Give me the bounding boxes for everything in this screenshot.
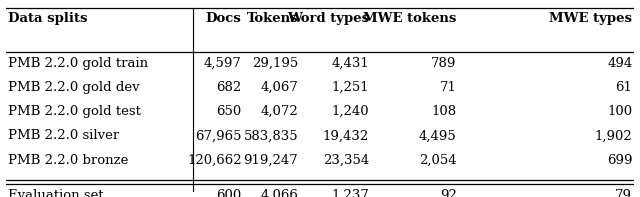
- Text: Data splits: Data splits: [8, 12, 88, 25]
- Text: 682: 682: [216, 81, 242, 94]
- Text: PMB 2.2.0 gold dev: PMB 2.2.0 gold dev: [8, 81, 140, 94]
- Text: 789: 789: [431, 57, 457, 70]
- Text: MWE tokens: MWE tokens: [364, 12, 457, 25]
- Text: 23,354: 23,354: [323, 153, 369, 166]
- Text: PMB 2.2.0 bronze: PMB 2.2.0 bronze: [8, 153, 129, 166]
- Text: 92: 92: [440, 189, 457, 197]
- Text: 1,240: 1,240: [332, 105, 369, 118]
- Text: 100: 100: [607, 105, 632, 118]
- Text: 600: 600: [216, 189, 242, 197]
- Text: 583,835: 583,835: [243, 129, 298, 142]
- Text: 4,066: 4,066: [260, 189, 298, 197]
- Text: PMB 2.2.0 gold train: PMB 2.2.0 gold train: [8, 57, 148, 70]
- Text: 71: 71: [440, 81, 457, 94]
- Text: 4,072: 4,072: [260, 105, 298, 118]
- Text: 79: 79: [615, 189, 632, 197]
- Text: 67,965: 67,965: [195, 129, 242, 142]
- Text: 919,247: 919,247: [243, 153, 298, 166]
- Text: Evaluation set: Evaluation set: [8, 189, 104, 197]
- Text: 494: 494: [607, 57, 632, 70]
- Text: 1,902: 1,902: [595, 129, 632, 142]
- Text: 108: 108: [431, 105, 457, 118]
- Text: Docs: Docs: [206, 12, 242, 25]
- Text: MWE types: MWE types: [549, 12, 632, 25]
- Text: PMB 2.2.0 gold test: PMB 2.2.0 gold test: [8, 105, 141, 118]
- Text: 120,662: 120,662: [187, 153, 242, 166]
- Text: 1,237: 1,237: [331, 189, 369, 197]
- Text: 4,067: 4,067: [260, 81, 298, 94]
- Text: Tokens: Tokens: [246, 12, 298, 25]
- Text: 19,432: 19,432: [323, 129, 369, 142]
- Text: 29,195: 29,195: [252, 57, 298, 70]
- Text: 650: 650: [216, 105, 242, 118]
- Text: Word types: Word types: [287, 12, 369, 25]
- Text: 4,495: 4,495: [419, 129, 457, 142]
- Text: PMB 2.2.0 silver: PMB 2.2.0 silver: [8, 129, 120, 142]
- Text: 2,054: 2,054: [419, 153, 457, 166]
- Text: 699: 699: [607, 153, 632, 166]
- Text: 61: 61: [616, 81, 632, 94]
- Text: 4,597: 4,597: [204, 57, 242, 70]
- Text: 4,431: 4,431: [331, 57, 369, 70]
- Text: 1,251: 1,251: [332, 81, 369, 94]
